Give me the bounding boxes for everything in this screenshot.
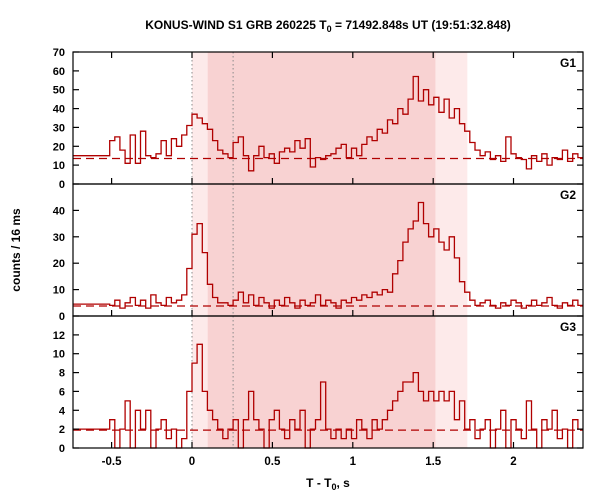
xtick-label: 0.5 — [264, 456, 281, 468]
panel-label-G1: G1 — [560, 56, 576, 70]
ytick-label: 10 — [53, 349, 65, 361]
panel-label-G2: G2 — [560, 188, 576, 202]
chart-title: KONUS-WIND S1 GRB 260225 T0 = 71492.848s… — [73, 18, 583, 34]
xtick-label: 1.5 — [425, 456, 442, 468]
xlabel-prefix: T - T — [306, 476, 332, 490]
ytick-label: 0 — [59, 179, 65, 191]
panel-border-G3 — [72, 315, 584, 449]
panel-label-G3: G3 — [560, 320, 576, 334]
ytick-label: 60 — [53, 66, 65, 78]
ytick-label: 8 — [59, 368, 65, 380]
ytick-label: 12 — [53, 330, 65, 342]
ytick-label: 4 — [59, 405, 66, 417]
xtick-label: -0.5 — [102, 456, 122, 468]
histogram-G1 — [73, 75, 583, 172]
title-suffix: = 71492.848s UT (19:51:32.848) — [331, 18, 511, 32]
ytick-label: 6 — [59, 386, 65, 398]
x-axis-label: T - T0, s — [73, 476, 583, 492]
xtick-label: 2 — [510, 456, 516, 468]
ytick-label: 10 — [53, 160, 65, 172]
ytick-label: 70 — [53, 47, 65, 59]
ytick-label: 30 — [53, 122, 65, 134]
xlabel-subscript: 0 — [331, 482, 337, 492]
title-prefix: KONUS-WIND S1 GRB 260225 T — [145, 18, 327, 32]
title-subscript: 0 — [326, 24, 332, 34]
xtick-label: 1 — [350, 456, 357, 468]
xtick-label: 0 — [189, 456, 195, 468]
ytick-label: 10 — [53, 285, 65, 297]
xlabel-suffix: , s — [336, 476, 350, 490]
ytick-label: 0 — [59, 443, 65, 455]
ytick-label: 30 — [53, 232, 65, 244]
histogram-G3 — [73, 343, 583, 449]
ytick-label: 0 — [59, 311, 65, 323]
ytick-label: 40 — [53, 205, 65, 217]
ytick-label: 50 — [53, 85, 65, 97]
ytick-label: 40 — [53, 104, 65, 116]
shaded-interval-2 — [207, 52, 436, 448]
ytick-label: 2 — [59, 424, 65, 436]
ytick-label: 20 — [53, 258, 65, 270]
histogram-G2 — [73, 201, 583, 309]
ytick-label: 20 — [53, 141, 65, 153]
